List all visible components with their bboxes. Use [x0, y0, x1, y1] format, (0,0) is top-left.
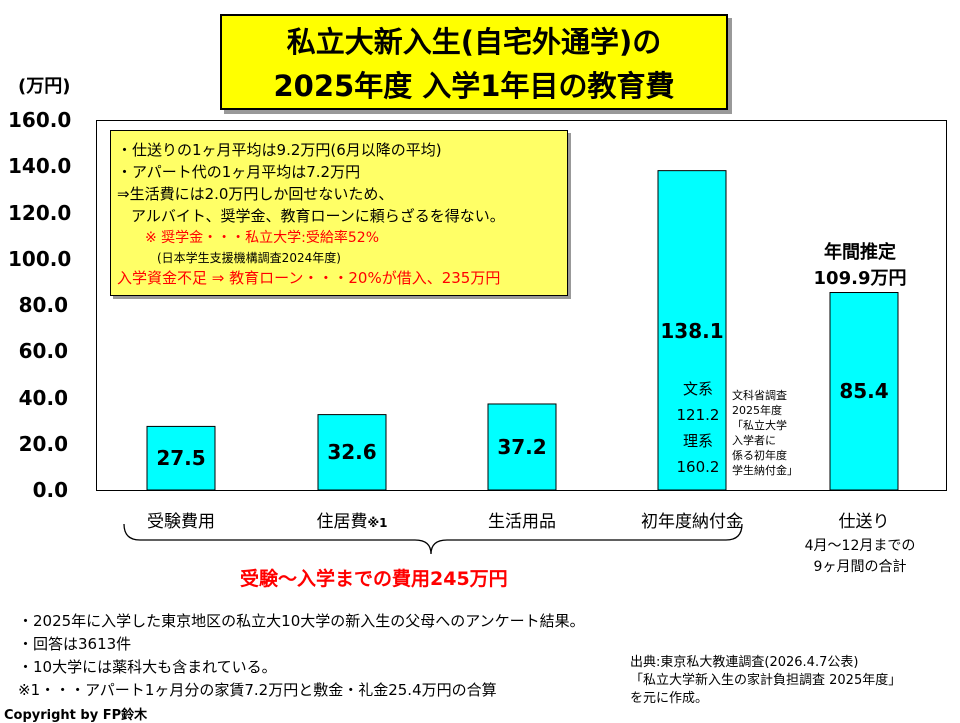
estimate-line-1: 年間推定: [824, 242, 896, 263]
allowance-line-1: 4月～12月までの: [804, 538, 916, 554]
note-line-7: 入学資金不足 ⇒ 教育ローン・・・20%が借入、235万円: [117, 269, 501, 287]
survey-line-3: 「私立大学: [732, 419, 787, 432]
chart-title: 私立大新入生(自宅外通学)の 2025年度 入学1年目の教育費: [220, 14, 728, 110]
note-box: ・仕送りの1ヶ月平均は9.2万円(6月以降の平均) ・アパート代の1ヶ月平均は7…: [110, 130, 568, 296]
category-label: 仕送り: [838, 512, 890, 532]
source-line-2: 「私立大学新入生の家計負担調査 2025年度」: [630, 673, 902, 688]
bar-value-label: 138.1: [660, 318, 724, 343]
bar: [487, 403, 557, 491]
footer-note-3: ・10大学には薬科大も含まれている。: [18, 658, 277, 676]
y-tick-label: 60.0: [18, 339, 68, 364]
y-tick-label: 100.0: [8, 246, 72, 271]
bar: [146, 425, 216, 491]
y-tick-label: 140.0: [8, 154, 72, 179]
survey-line-5: 係る初年度: [732, 449, 787, 462]
y-tick-label: 20.0: [18, 431, 68, 456]
category-label: 受験費用: [147, 512, 215, 532]
footer-note-4: ※1・・・アパート1ヶ月分の家賃7.2万円と敷金・礼金25.4万円の合算: [18, 681, 497, 699]
note-line-3: ⇒生活費には2.0万円しか回せないため、: [117, 185, 394, 203]
ri-value: 160.2: [676, 458, 720, 476]
allowance-line-2: 9ヶ月間の合計: [813, 559, 907, 575]
bar-value-label: 37.2: [497, 434, 547, 459]
y-tick-label: 40.0: [18, 385, 68, 410]
y-tick-label: 120.0: [8, 200, 72, 225]
source-line-3: を元に作成。: [630, 691, 709, 706]
allowance-note: 4月～12月までの 9ヶ月間の合計: [780, 536, 940, 578]
bar: [657, 170, 727, 491]
footer-note-1: ・2025年に入学した東京地区の私立大10大学の新入生の父母へのアンケート結果。: [18, 612, 585, 630]
bar4-detail: 文系 121.2 理系 160.2: [670, 376, 726, 480]
ri-label: 理系: [682, 432, 713, 450]
category-label: 住居費※1: [316, 512, 388, 532]
source-note: 出典:東京私大教連調査(2026.4.7公表) 「私立大学新入生の家計負担調査 …: [630, 654, 901, 708]
y-tick-label: 0.0: [32, 478, 68, 502]
source-line-1: 出典:東京私大教連調査(2026.4.7公表): [630, 655, 859, 670]
bun-value: 121.2: [676, 406, 720, 424]
bun-label: 文系: [682, 380, 713, 398]
total-cost: 受験～入学までの費用245万円: [240, 568, 508, 590]
estimate-line-2: 109.9万円: [813, 268, 907, 289]
note-line-2: ・アパート代の1ヶ月平均は7.2万円: [117, 163, 361, 181]
category-label: 初年度納付金: [641, 512, 743, 532]
copyright: Copyright by FP鈴木: [4, 708, 148, 723]
category-footnote-marker: ※1: [367, 516, 388, 530]
bar: [317, 414, 387, 491]
annual-estimate: 年間推定 109.9万円: [800, 240, 920, 292]
brace: [123, 523, 743, 555]
note-line-1: ・仕送りの1ヶ月平均は9.2万円(6月以降の平均): [117, 141, 442, 159]
footer-note-2: ・回答は3613件: [18, 635, 132, 653]
bar-value-label: 85.4: [839, 378, 889, 403]
survey-line-4: 入学者に: [732, 434, 776, 447]
bar: [829, 292, 899, 491]
survey-line-1: 文科省調査: [732, 389, 787, 402]
note-line-6: (日本学生支援機構調査2024年度): [157, 251, 341, 265]
note-line-5: ※ 奨学金・・・私立大学:受給率52%: [145, 230, 380, 246]
bar-value-label: 27.5: [156, 446, 206, 471]
survey-line-2: 2025年度: [732, 404, 782, 417]
title-line-1: 私立大新入生(自宅外通学)の: [286, 25, 662, 59]
category-label: 生活用品: [488, 512, 556, 532]
footer-notes: ・2025年に入学した東京地区の私立大10大学の新入生の父母へのアンケート結果。…: [18, 610, 585, 702]
y-tick-label: 160.0: [8, 108, 72, 132]
title-line-2: 2025年度 入学1年目の教育費: [273, 69, 675, 103]
bar-value-label: 32.6: [327, 440, 377, 465]
survey-line-6: 学生納付金」: [732, 464, 798, 477]
survey-note: 文科省調査 2025年度 「私立大学 入学者に 係る初年度 学生納付金」: [732, 388, 798, 478]
y-tick-label: 80.0: [18, 293, 68, 317]
y-axis-unit: (万円): [18, 76, 71, 97]
note-line-4: アルバイト、奨学金、教育ローンに頼らざるを得ない。: [131, 207, 505, 225]
